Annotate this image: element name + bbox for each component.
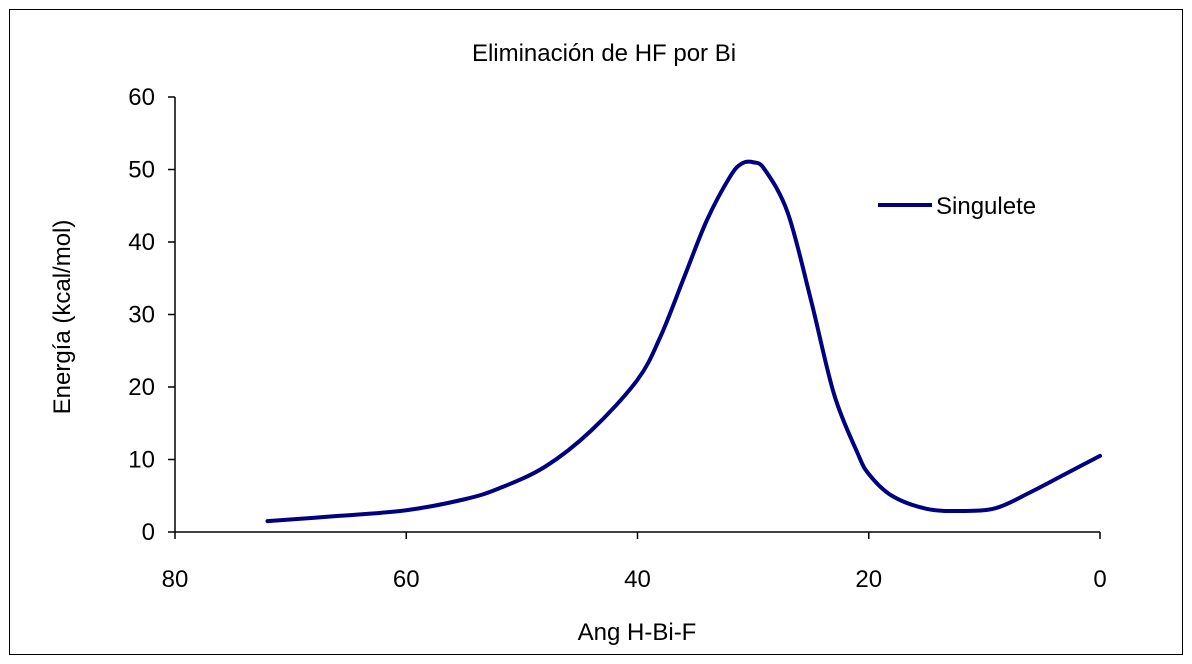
chart-title: Eliminación de HF por Bi [472,40,736,67]
y-tick-label: 60 [128,84,155,111]
x-tick-label: 80 [162,566,189,593]
chart-frame [9,9,1183,655]
y-tick-label: 20 [128,374,155,401]
y-tick-label: 30 [128,302,155,329]
x-tick-label: 40 [624,566,651,593]
y-tick-label: 0 [142,519,155,546]
axes: 0 10 20 30 40 50 60 80 60 40 20 0 [128,84,1106,593]
series-line-singulete [265,159,1102,524]
y-axis-label: Energía (kcal/mol) [49,220,76,415]
y-tick-label: 40 [128,229,155,256]
x-tick-label: 20 [855,566,882,593]
x-tick-label: 60 [393,566,420,593]
y-tick-label: 50 [128,157,155,184]
plot-area [265,159,1102,524]
x-axis-label: Ang H-Bi-F [578,619,697,646]
legend: Singulete [878,193,1036,220]
x-tick-label: 0 [1093,566,1106,593]
y-tick-label: 10 [128,447,155,474]
legend-label: Singulete [936,193,1036,220]
